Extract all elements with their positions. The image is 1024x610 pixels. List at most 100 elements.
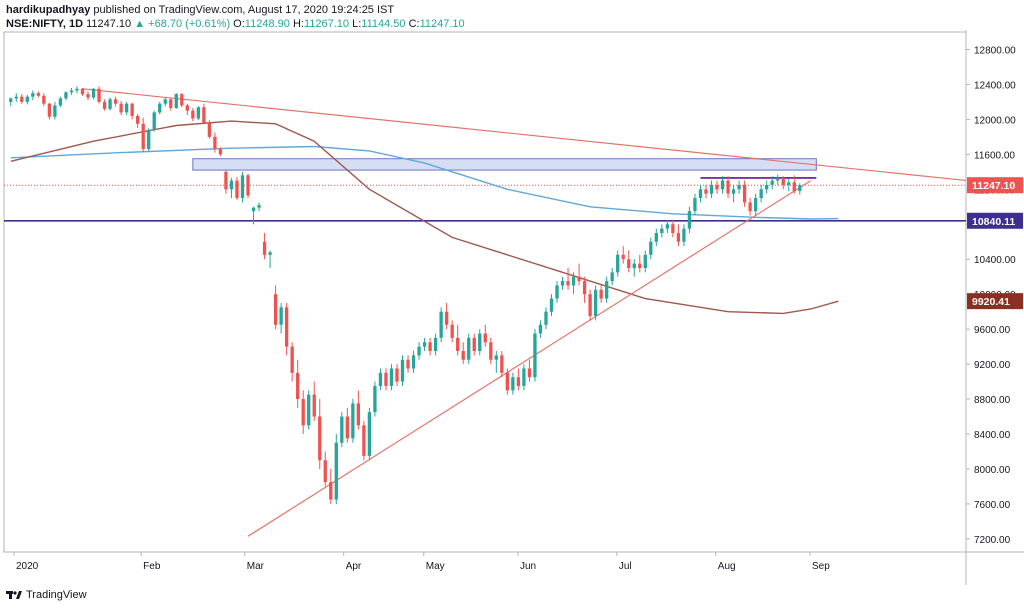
- candle-body: [356, 403, 361, 426]
- candle-body: [240, 175, 245, 199]
- x-tick-label: Sep: [812, 561, 830, 572]
- candle-body: [91, 88, 96, 98]
- candle-body: [64, 92, 68, 99]
- y-tick-label: 7600.00: [974, 500, 1011, 511]
- candle-body: [158, 103, 162, 113]
- candle-body: [428, 342, 432, 351]
- candle-body: [47, 103, 52, 117]
- candle-body: [102, 101, 107, 109]
- candle-body: [742, 184, 747, 203]
- candle-body: [185, 105, 189, 111]
- y-tick-label: 9200.00: [974, 360, 1011, 371]
- author-name[interactable]: hardikupadhyay: [6, 4, 91, 16]
- candle-body: [450, 324, 454, 338]
- candle-body: [218, 149, 223, 155]
- low-label: L:: [352, 18, 362, 30]
- candle-body: [417, 346, 421, 356]
- candle-body: [75, 88, 79, 91]
- candle-body: [472, 337, 476, 351]
- candle-body: [329, 482, 333, 500]
- candle-body: [400, 359, 405, 382]
- y-tick-label: 9600.00: [974, 325, 1011, 336]
- candle-body: [549, 298, 554, 312]
- candle-body: [781, 177, 785, 185]
- candle-body: [36, 93, 41, 96]
- candle-body: [709, 184, 714, 194]
- price-tag-label: 9920.41: [972, 296, 1010, 308]
- candle-body: [108, 99, 112, 109]
- candle-body: [671, 224, 675, 234]
- candle-body: [334, 442, 338, 500]
- y-tick-label: 11600.00: [974, 150, 1015, 161]
- candle-body: [627, 259, 631, 268]
- x-tick-label: Jul: [619, 561, 632, 572]
- candle-body: [163, 99, 167, 104]
- candle-body: [224, 171, 228, 190]
- candle-body: [632, 263, 636, 268]
- candle-body: [312, 394, 316, 417]
- candle-body: [621, 254, 625, 260]
- candle-body: [318, 416, 322, 461]
- candle-body: [406, 359, 410, 369]
- x-tick-label: Apr: [346, 561, 362, 572]
- candle-body: [251, 207, 256, 212]
- candle-body: [759, 189, 763, 199]
- candle-body: [180, 94, 184, 106]
- candle-body: [53, 105, 57, 117]
- candle-body: [378, 372, 383, 386]
- low-value: 11144.50: [361, 18, 406, 30]
- open-label: O:: [233, 18, 245, 30]
- y-tick-label: 8800.00: [974, 395, 1011, 406]
- candle-body: [660, 228, 664, 234]
- high-value: 11267.10: [303, 18, 350, 30]
- candle-body: [207, 122, 212, 137]
- candle-body: [42, 95, 46, 104]
- candle-body: [792, 182, 796, 192]
- candle-body: [411, 355, 416, 369]
- candle-body: [351, 403, 355, 439]
- candle-body: [560, 281, 565, 286]
- resistance-zone: [192, 158, 817, 171]
- candle-body: [307, 394, 311, 426]
- candle-body: [273, 294, 278, 325]
- candle-body: [9, 98, 13, 102]
- brand-name[interactable]: TradingView: [26, 589, 87, 601]
- candle-body: [538, 324, 543, 334]
- candle-body: [456, 337, 460, 351]
- candle-body: [323, 460, 327, 483]
- open-value: 11248.90: [244, 18, 290, 30]
- candle-body: [582, 281, 587, 295]
- candle-body: [174, 94, 178, 109]
- candle-body: [693, 198, 697, 212]
- candle-body: [147, 129, 151, 150]
- candle-body: [698, 189, 703, 199]
- moving-average-blue: [10, 145, 839, 220]
- tradingview-logo-icon[interactable]: [6, 589, 22, 601]
- y-tick-label: 12800.00: [974, 45, 1016, 56]
- price-tag-bg: [967, 293, 1023, 310]
- candle-body: [202, 107, 206, 123]
- candle-body: [489, 342, 493, 360]
- candle-body: [704, 189, 708, 194]
- candle-body: [544, 311, 548, 325]
- candle-body: [571, 276, 576, 286]
- price-chart[interactable]: 12800.0012400.0012000.0011600.0011200.00…: [0, 30, 1024, 585]
- candle-body: [682, 228, 686, 242]
- candle-body: [130, 103, 134, 116]
- candle-body: [511, 377, 515, 391]
- candle-body: [770, 180, 774, 185]
- candle-body: [257, 205, 261, 208]
- candle-body: [367, 412, 372, 456]
- candle-body: [124, 103, 129, 113]
- candle-body: [555, 285, 559, 299]
- y-tick-label: 10400.00: [974, 255, 1016, 266]
- price-tag-label: 11247.10: [972, 180, 1015, 192]
- candle-body: [638, 263, 642, 268]
- price-tag-label: 10840.11: [972, 216, 1015, 228]
- price-tag-bg: [967, 212, 1023, 229]
- candle-body: [58, 98, 63, 106]
- y-tick-label: 8400.00: [974, 430, 1011, 441]
- y-tick-label: 12000.00: [974, 115, 1016, 126]
- candle-body: [467, 337, 471, 360]
- x-tick-label: Jun: [520, 561, 536, 572]
